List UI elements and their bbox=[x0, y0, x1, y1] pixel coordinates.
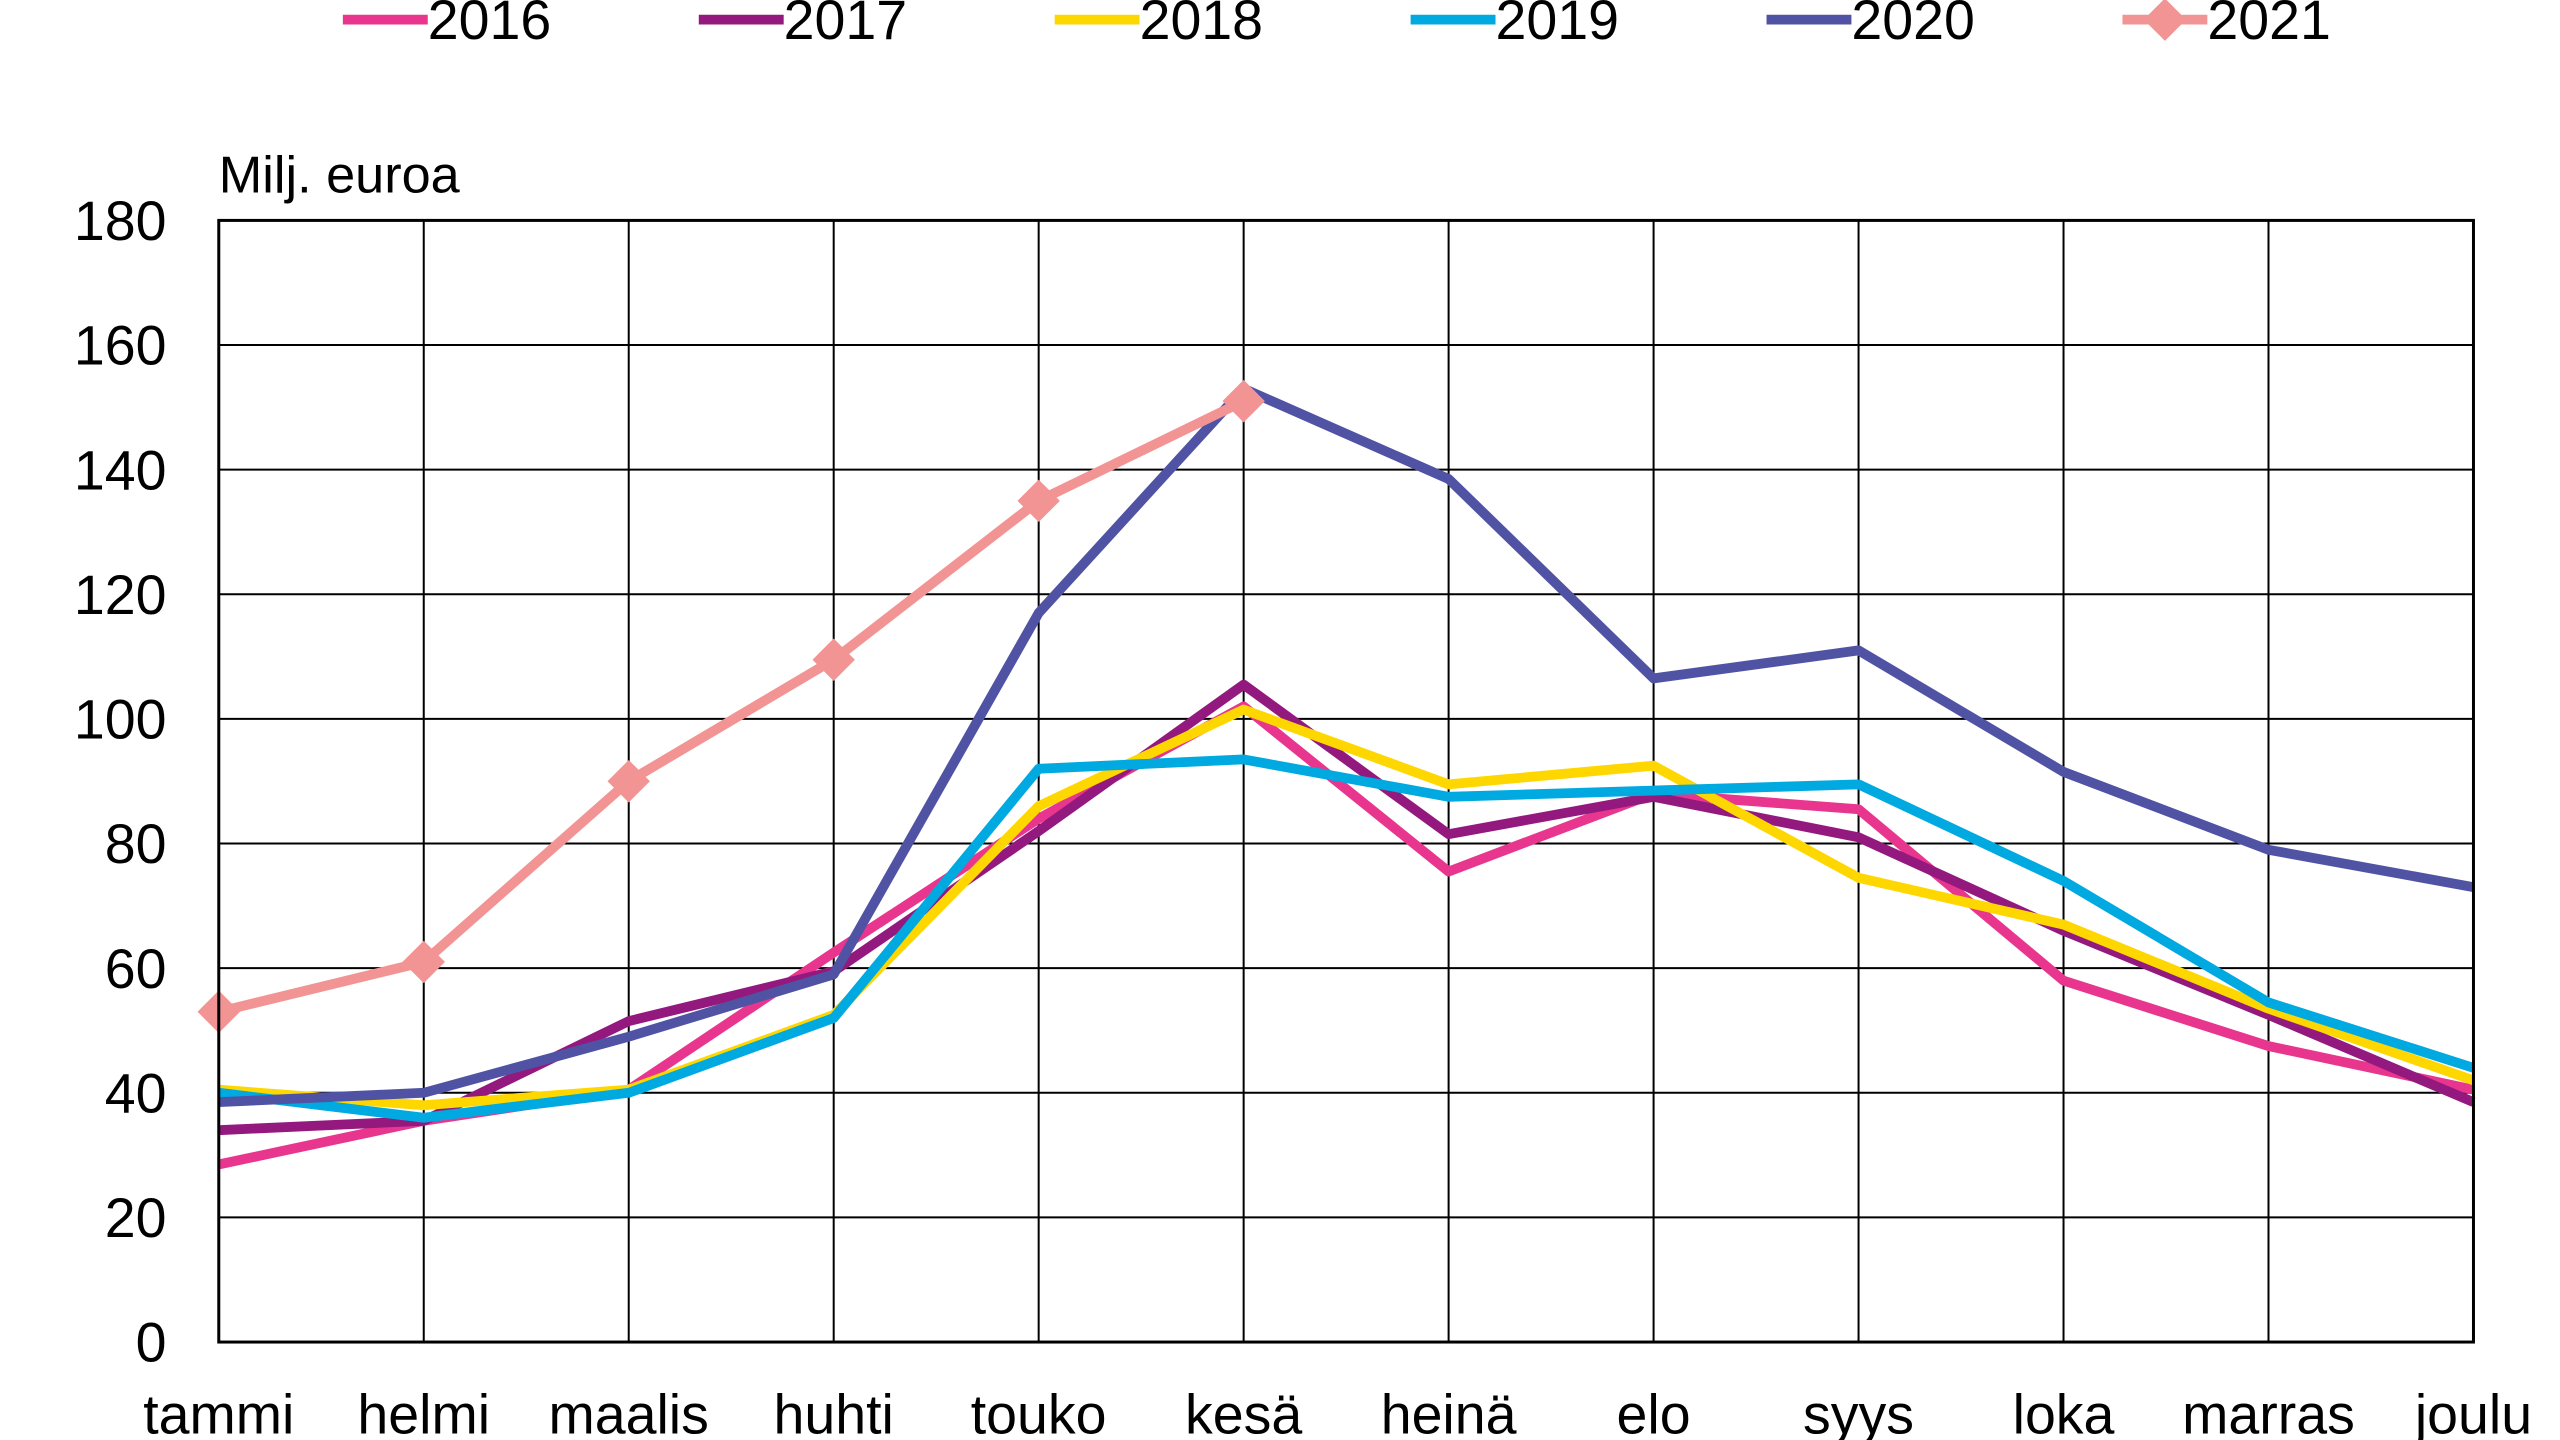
y-axis-tick-labels: 0 20 40 60 80 100 120 140 160 180 bbox=[74, 190, 167, 1374]
legend-label: 2018 bbox=[1140, 0, 1263, 51]
series-2021 bbox=[197, 379, 1265, 1034]
y-tick-label: 100 bbox=[74, 689, 167, 751]
series-2019 bbox=[218, 754, 2475, 1123]
y-axis-title: Milj. euroa bbox=[219, 147, 461, 205]
series-line-2021 bbox=[217, 396, 1246, 1017]
data-point-2021 bbox=[402, 940, 445, 984]
x-tick-label: kesä bbox=[1185, 1383, 1302, 1440]
series-line-2017 bbox=[218, 679, 2476, 1136]
series-2020 bbox=[218, 383, 2475, 1108]
x-tick-label: helmi bbox=[357, 1383, 490, 1440]
x-tick-label: joulu bbox=[2413, 1383, 2532, 1440]
series-lines bbox=[197, 379, 2476, 1170]
x-tick-label: tammi bbox=[143, 1383, 294, 1440]
y-tick-label: 60 bbox=[105, 938, 167, 1000]
legend-marker bbox=[2143, 0, 2187, 41]
legend-item-2021: 2021 bbox=[2122, 0, 2331, 51]
legend-item-2018: 2018 bbox=[1054, 0, 1263, 51]
legend-label: 2019 bbox=[1496, 0, 1619, 51]
x-axis-tick-labels: tammi helmi maalis huhti touko kesä heinä elo sy… bbox=[143, 1383, 2532, 1440]
y-tick-label: 160 bbox=[74, 315, 167, 377]
x-tick-label: maalis bbox=[549, 1383, 709, 1440]
legend-label: 2021 bbox=[2207, 0, 2330, 51]
legend-item-2016: 2016 bbox=[342, 0, 551, 51]
data-point-2021 bbox=[812, 638, 855, 681]
x-tick-label: loka bbox=[2013, 1383, 2115, 1440]
legend-item-2020: 2020 bbox=[1766, 0, 1975, 51]
x-tick-label: elo bbox=[1617, 1383, 1691, 1440]
x-tick-label: syys bbox=[1803, 1383, 1914, 1440]
legend-label: 2020 bbox=[1851, 0, 1974, 51]
plot-frame bbox=[217, 218, 2475, 1344]
y-tick-label: 80 bbox=[105, 813, 167, 875]
legend-label: 2017 bbox=[784, 0, 907, 51]
x-tick-label: touko bbox=[971, 1383, 1107, 1440]
series-line-2019 bbox=[218, 754, 2475, 1123]
y-tick-label: 0 bbox=[136, 1312, 167, 1374]
series-line-2020 bbox=[218, 383, 2475, 1108]
data-point-2021 bbox=[1222, 379, 1265, 423]
x-tick-label: huhti bbox=[774, 1383, 894, 1440]
series-line-2018 bbox=[218, 704, 2476, 1111]
legend: 2016 2017 2018 2019 2020 2021 bbox=[342, 0, 2331, 51]
y-tick-label: 180 bbox=[74, 190, 167, 252]
series-2018 bbox=[218, 704, 2476, 1111]
y-tick-label: 140 bbox=[74, 439, 167, 501]
legend-item-2019: 2019 bbox=[1410, 0, 1619, 51]
y-tick-label: 20 bbox=[105, 1187, 167, 1249]
series-2017 bbox=[218, 679, 2476, 1136]
y-tick-label: 120 bbox=[74, 564, 167, 626]
data-point-2021 bbox=[1017, 479, 1060, 523]
x-tick-label: marras bbox=[2182, 1383, 2355, 1440]
data-point-2021 bbox=[607, 760, 650, 803]
x-tick-label: heinä bbox=[1381, 1383, 1517, 1440]
legend-label: 2016 bbox=[428, 0, 551, 51]
y-tick-label: 40 bbox=[105, 1062, 167, 1124]
legend-item-2017: 2017 bbox=[698, 0, 907, 51]
